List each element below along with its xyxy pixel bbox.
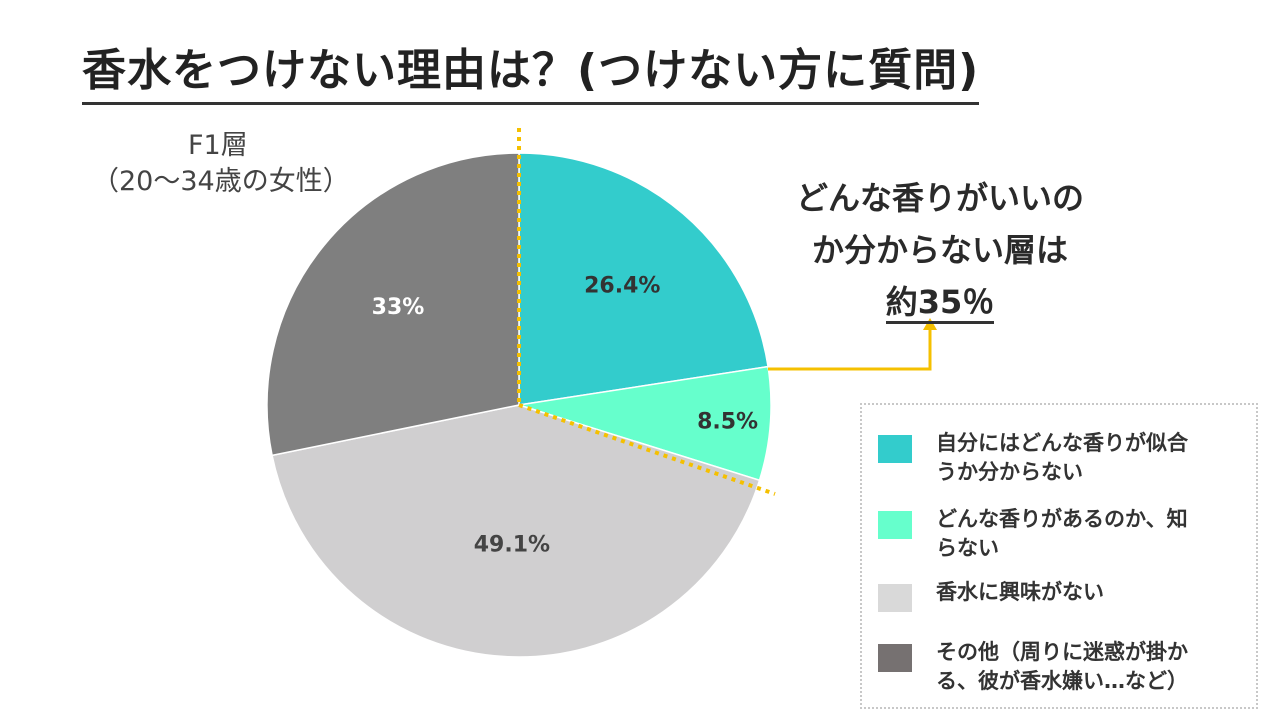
segment-label-line2: （20〜34歳の女性） [92, 166, 350, 197]
legend-item-1: 自分にはどんな香りが似合 うか分からない [878, 429, 1248, 487]
legend-item-4: その他（周りに迷惑が掛か る、彼が香水嫌い…など） [878, 638, 1248, 696]
pie-slice-label-3: 49.1% [474, 532, 550, 557]
highlight-dotted-line-bottom [518, 403, 776, 496]
legend-label-1-line1: 自分にはどんな香りが似合 [936, 431, 1188, 455]
legend-label-2-line2: らない [936, 536, 999, 560]
legend-item-3: 香水に興味がない [878, 578, 1248, 612]
callout-connector [768, 328, 932, 371]
segment-label: F1層 （20〜34歳の女性） [92, 128, 350, 200]
legend-label-1-line2: うか分からない [936, 460, 1083, 484]
legend-label-4-line1: その他（周りに迷惑が掛か [936, 640, 1188, 664]
legend-label-2-line1: どんな香りがあるのか、知 [936, 507, 1188, 531]
pie-slice-label-2: 8.5% [697, 410, 758, 435]
chart-title: 香水をつけない理由は？(つけない方に質問) [82, 34, 980, 105]
legend-item-2: どんな香りがあるのか、知 らない [878, 505, 1248, 563]
callout-line2: か分からない層は [811, 231, 1068, 269]
legend: 自分にはどんな香りが似合 うか分からない どんな香りがあるのか、知 らない 香水… [860, 403, 1258, 709]
legend-swatch-3 [878, 584, 912, 612]
legend-label-3-line1: 香水に興味がない [936, 580, 1104, 604]
pie-slice-label-4: 33% [372, 295, 425, 320]
segment-label-line1: F1層 [188, 130, 248, 161]
pie-slice-label-1: 26.4% [584, 274, 660, 299]
callout-arrow-head-icon [923, 318, 937, 330]
pie-slices [266, 152, 772, 658]
callout-text: どんな香りがいいの か分からない層は 約35％ [760, 172, 1120, 328]
pie-slice-1 [518, 152, 769, 406]
callout-line1: どんな香りがいいの [795, 179, 1084, 217]
legend-label-4-line2: る、彼が香水嫌い…など） [936, 669, 1188, 693]
pie-slice-4 [266, 152, 520, 457]
pie-slice-3 [271, 404, 761, 658]
legend-swatch-2 [878, 511, 912, 539]
callout-highlight-value: 約35％ [885, 283, 995, 324]
highlight-annotation [517, 128, 937, 496]
pie-slice-labels: 26.4% 8.5% 49.1% 33% [372, 274, 758, 558]
legend-swatch-4 [878, 644, 912, 672]
legend-swatch-1 [878, 435, 912, 463]
